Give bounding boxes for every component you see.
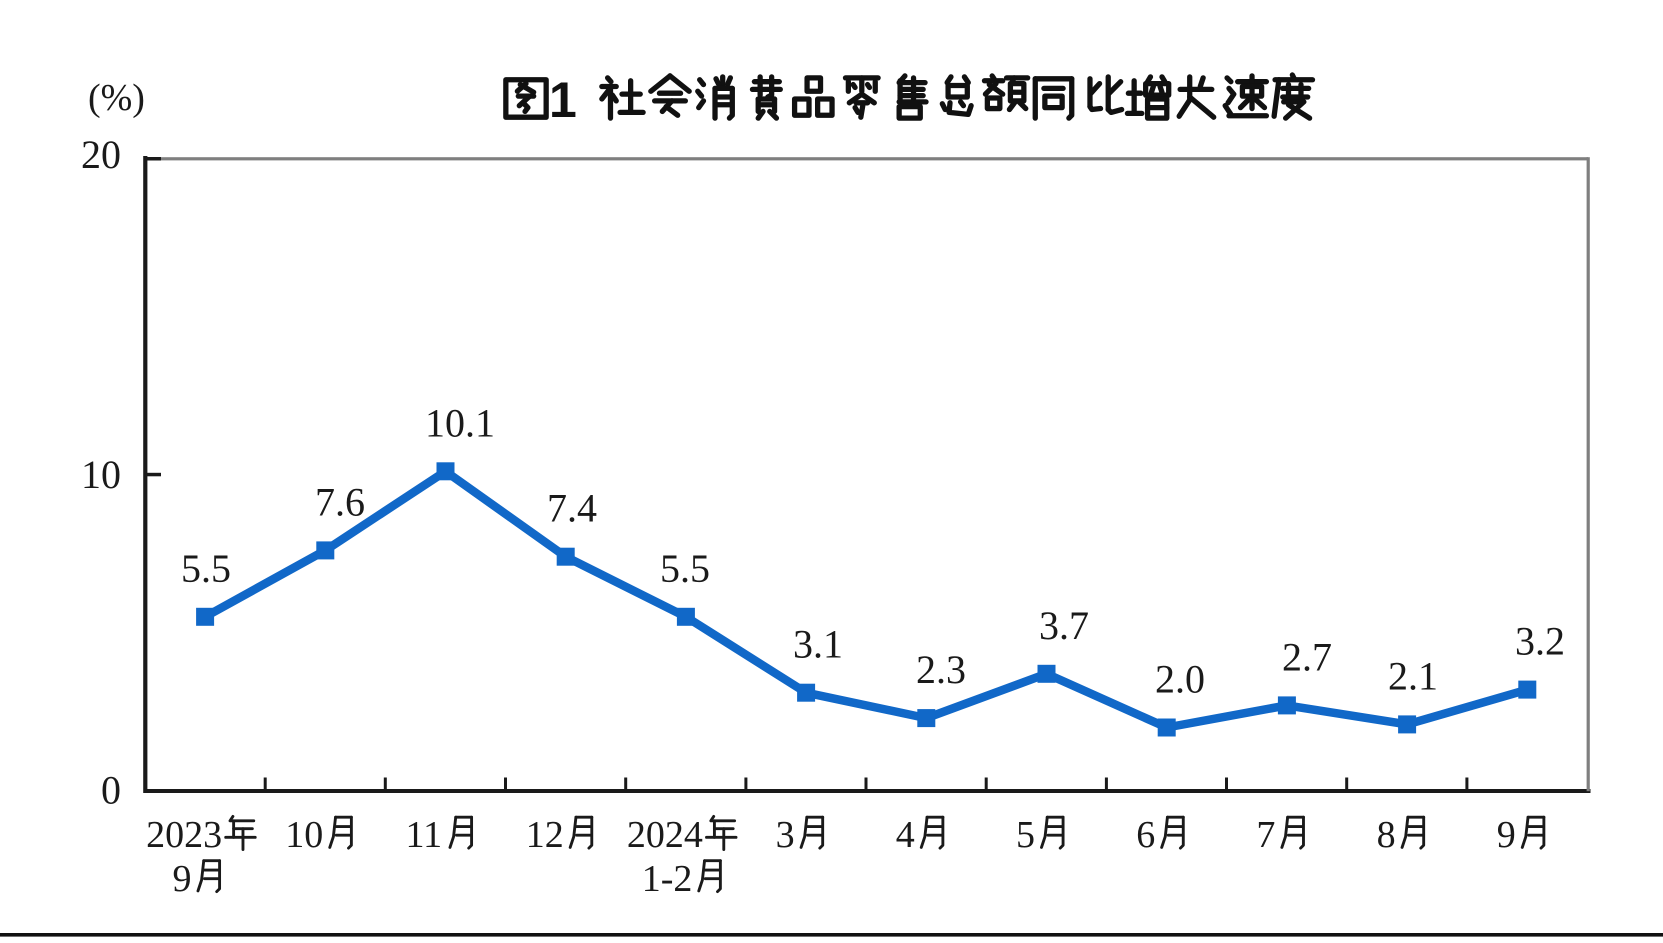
svg-text:(%): (%) <box>88 77 145 119</box>
svg-text:2.0: 2.0 <box>1155 657 1205 702</box>
svg-text:20: 20 <box>81 132 121 177</box>
svg-text:9: 9 <box>1497 814 1516 856</box>
svg-text:8: 8 <box>1377 814 1396 856</box>
svg-text:2.3: 2.3 <box>916 647 966 692</box>
svg-text:5.5: 5.5 <box>181 546 231 591</box>
svg-text:10.1: 10.1 <box>425 400 495 445</box>
svg-text:2.1: 2.1 <box>1388 653 1438 698</box>
svg-text:3.2: 3.2 <box>1515 619 1565 664</box>
svg-text:3.1: 3.1 <box>793 622 843 667</box>
svg-text:6: 6 <box>1136 814 1155 856</box>
svg-text:2023: 2023 <box>146 814 222 856</box>
svg-text:0: 0 <box>101 768 121 813</box>
svg-text:10: 10 <box>81 452 121 497</box>
svg-text:7.4: 7.4 <box>547 486 597 531</box>
svg-text:5.5: 5.5 <box>660 546 710 591</box>
svg-text:1-2: 1-2 <box>642 858 693 900</box>
svg-text:7.6: 7.6 <box>315 479 365 524</box>
svg-text:1: 1 <box>549 72 577 128</box>
svg-text:7: 7 <box>1256 814 1275 856</box>
svg-text:3: 3 <box>776 814 795 856</box>
svg-text:9: 9 <box>173 858 192 900</box>
svg-text:5: 5 <box>1016 814 1035 856</box>
svg-text:2.7: 2.7 <box>1282 634 1332 679</box>
svg-text:3.7: 3.7 <box>1039 603 1089 648</box>
svg-text:12: 12 <box>526 814 564 856</box>
svg-text:4: 4 <box>896 814 915 856</box>
svg-text:11: 11 <box>406 814 443 856</box>
svg-text:10: 10 <box>285 814 323 856</box>
svg-text:2024: 2024 <box>627 814 703 856</box>
